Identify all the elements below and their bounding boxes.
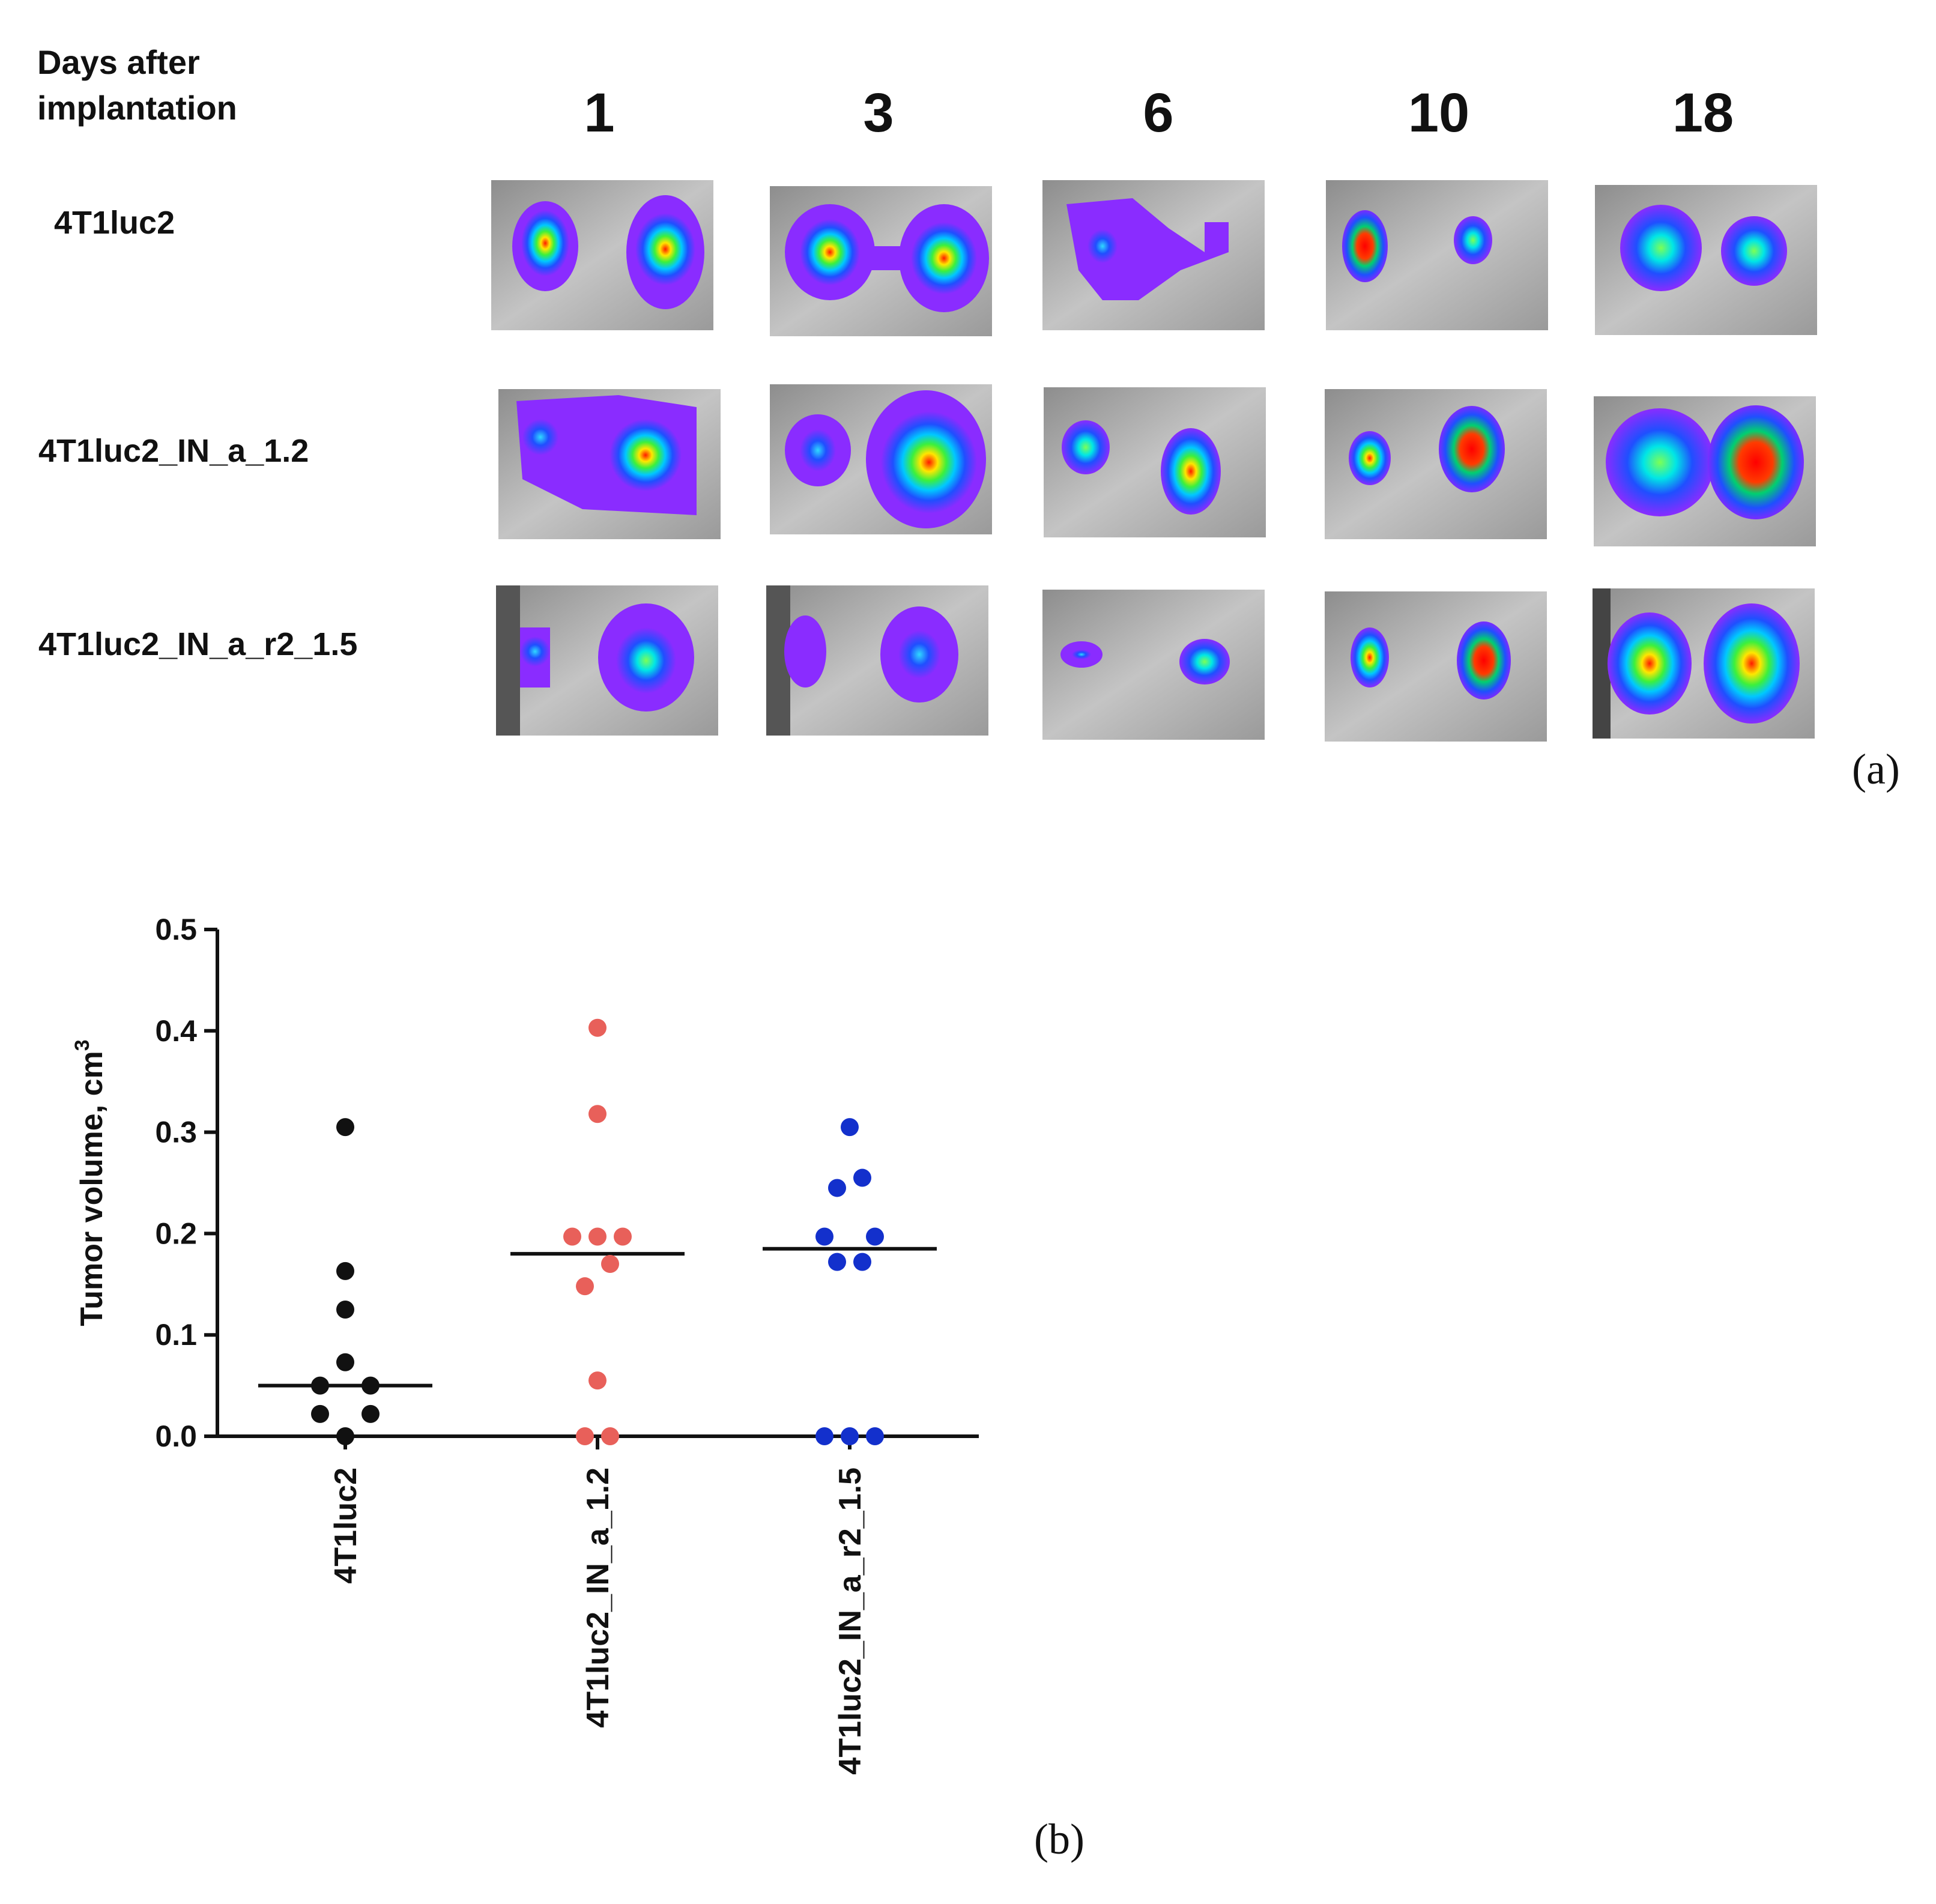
day-label-10: 10 [1408, 82, 1470, 144]
day-label-3: 3 [863, 82, 894, 144]
header-line-2: implantation [37, 89, 237, 127]
data-marks [258, 1018, 937, 1445]
row-label-in-a-1-2: 4T1luc2_IN_a_1.2 [38, 433, 309, 469]
data-point [588, 1018, 607, 1037]
day-label-6: 6 [1143, 82, 1174, 144]
data-point [853, 1253, 871, 1271]
thumbnail-in-a-1-2-day3 [770, 384, 992, 534]
data-point [866, 1227, 884, 1246]
y-axis-label-text: Tumor volume, cm [74, 1051, 109, 1326]
panel-letter-b: (b) [1034, 1815, 1084, 1863]
data-point [841, 1427, 859, 1445]
data-point [361, 1404, 380, 1423]
data-point [336, 1118, 354, 1137]
y-ticks: 0.0 0.1 0.2 0.3 0.4 0.5 [155, 913, 217, 1453]
data-point [588, 1227, 607, 1246]
series-1 [258, 1118, 432, 1445]
thumbnail-4t1luc2-day18 [1595, 185, 1817, 335]
y-tick-label: 0.3 [155, 1116, 197, 1149]
row-label-4t1luc2: 4T1luc2 [54, 205, 175, 241]
x-tick-label: 4T1luc2_IN_a_r2_1.5 [833, 1467, 868, 1775]
thumbnail-in-a-r2-1-5-day18 [1593, 588, 1815, 739]
data-point [601, 1427, 619, 1445]
y-tick-label: 0.2 [155, 1216, 197, 1250]
data-point [815, 1227, 833, 1246]
thumbnail-in-a-1-2-day10 [1325, 389, 1547, 539]
data-point [841, 1118, 859, 1137]
y-tick-label: 0.1 [155, 1318, 197, 1352]
y-axis-label: Tumor volume, cm3 [71, 1039, 109, 1326]
data-point [866, 1427, 884, 1445]
data-point [588, 1105, 607, 1123]
data-point [311, 1376, 329, 1395]
data-point [614, 1227, 632, 1246]
data-point [815, 1427, 833, 1445]
data-point [576, 1427, 594, 1445]
thumbnail-in-a-r2-1-5-day10 [1325, 591, 1547, 742]
series-2 [510, 1018, 685, 1445]
y-tick-label: 0.0 [155, 1419, 197, 1453]
thumbnail-in-a-1-2-day6 [1044, 387, 1266, 537]
data-point [576, 1277, 594, 1296]
panel-letter-a: (a) [1852, 745, 1900, 793]
data-point [336, 1301, 354, 1319]
day-label-18: 18 [1672, 82, 1734, 144]
header-line-1: Days after [37, 43, 200, 81]
axes [216, 929, 979, 1449]
thumbnail-4t1luc2-day3 [770, 186, 992, 336]
tumor-volume-plot: 0.0 0.1 0.2 0.3 0.4 0.5 4T1luc2 4T1luc2_IN_a_1… [71, 913, 979, 1775]
thumbnail-in-a-1-2-day1 [498, 389, 721, 539]
row-label-in-a-r2-1-5: 4T1luc2_IN_a_r2_1.5 [38, 626, 358, 662]
thumbnail-in-a-r2-1-5-day1 [496, 585, 718, 736]
data-point [563, 1227, 581, 1246]
series-3 [763, 1118, 937, 1445]
data-point [336, 1427, 354, 1445]
data-point [311, 1404, 329, 1423]
thumbnail-in-a-1-2-day18 [1594, 396, 1816, 546]
data-point [336, 1262, 354, 1280]
thumbnail-4t1luc2-day1 [491, 180, 713, 330]
x-tick-label: 4T1luc2 [328, 1467, 363, 1584]
data-point [588, 1371, 607, 1390]
thumbnail-4t1luc2-day6 [1042, 180, 1265, 330]
data-point [361, 1376, 380, 1395]
x-tick-labels: 4T1luc2 4T1luc2_IN_a_1.2 4T1luc2_IN_a_r2_1… [328, 1467, 868, 1775]
data-point [828, 1253, 846, 1271]
y-axis-label-superscript: 3 [71, 1039, 94, 1051]
data-point [601, 1255, 619, 1274]
thumbnail-in-a-r2-1-5-day6 [1042, 590, 1265, 740]
data-point [336, 1353, 354, 1371]
data-point [853, 1168, 871, 1187]
thumbnail-in-a-r2-1-5-day3 [766, 585, 988, 736]
days-after-implantation-label: Days after implantation [37, 40, 237, 131]
y-tick-label: 0.4 [155, 1014, 197, 1048]
data-point [828, 1179, 846, 1197]
x-tick-label: 4T1luc2_IN_a_1.2 [581, 1467, 616, 1728]
thumbnail-4t1luc2-day10 [1326, 180, 1548, 330]
y-tick-label: 0.5 [155, 913, 197, 946]
day-label-1: 1 [584, 82, 615, 144]
